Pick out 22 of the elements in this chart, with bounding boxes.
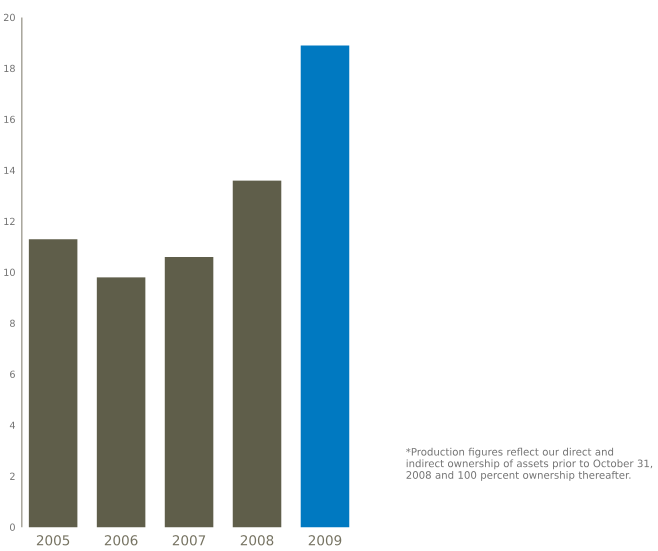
text: *Production figures reflect our direct and indirect ownership of assets prior to October 31, 2008 and 100 percent ownership thereafter. [406,448,652,482]
x-tick-label: 2006 [104,535,138,546]
x-tick-label: 2007 [172,535,206,546]
bar [300,46,350,528]
bar [28,239,78,528]
x-tick-label: 2009 [308,535,342,546]
y-tick-label: 8 [10,320,15,328]
bar [96,278,146,528]
bar [164,257,214,528]
bar [232,180,282,528]
x-tick-label: 2008 [240,535,274,546]
y-tick-label: 0 [10,524,15,532]
y-tick-label: 12 [4,218,15,226]
y-tick-label: 6 [10,370,15,378]
y-tick-label: 10 [4,268,15,276]
y-tick-label: 16 [4,116,15,124]
y-tick-label: 4 [10,422,15,430]
x-tick-label: 2005 [36,535,70,546]
y-tick-label: 2 [10,472,15,480]
y-tick-label: 14 [4,167,15,174]
y-tick-label: 18 [4,65,15,72]
y-tick-label: 20 [4,14,15,22]
